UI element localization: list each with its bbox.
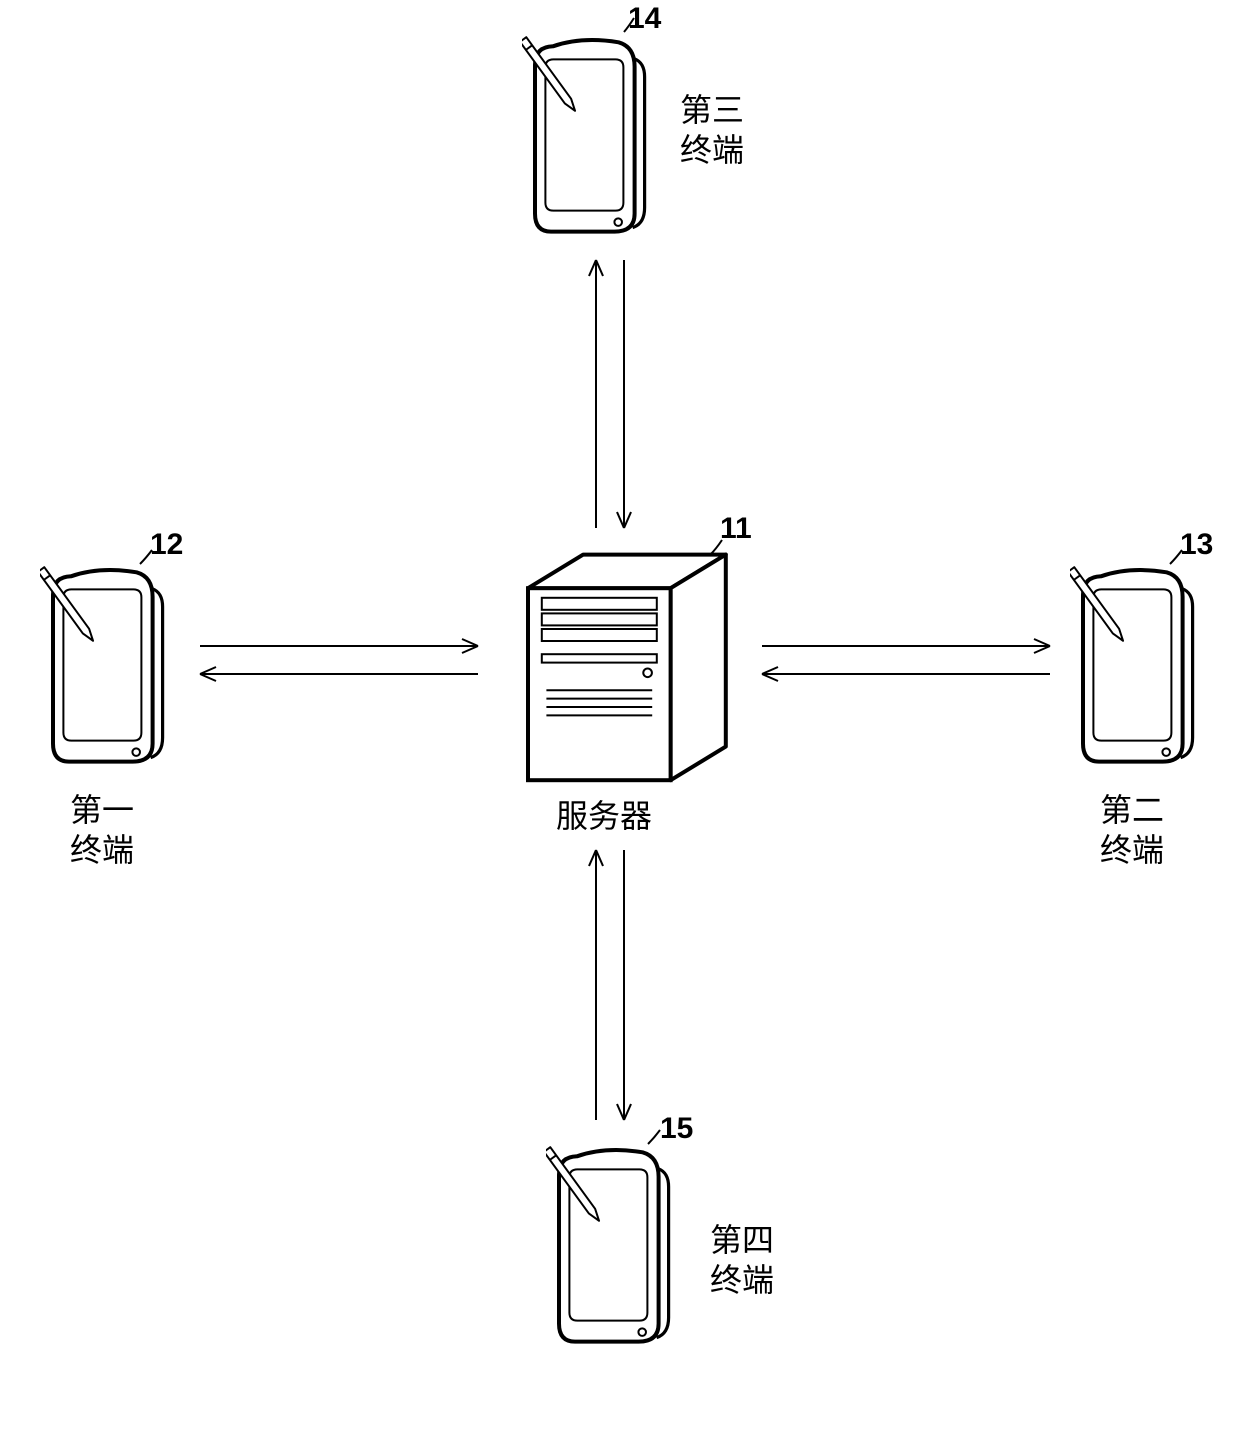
terminal-node-t4 xyxy=(546,1140,676,1350)
server-ref-number: 11 xyxy=(720,512,752,546)
server-label: 服务器 xyxy=(556,796,652,836)
terminal-label-t4: 第四终端 xyxy=(710,1220,774,1300)
server-node xyxy=(505,545,735,785)
terminal-node-t2 xyxy=(1070,560,1200,770)
terminal-ref-number-t4: 15 xyxy=(660,1112,693,1146)
terminal-ref-number-t1: 12 xyxy=(150,528,183,562)
terminal-ref-number-t3: 14 xyxy=(628,2,661,36)
terminal-label-t3: 第三终端 xyxy=(680,90,744,170)
terminal-label-t1: 第一终端 xyxy=(70,790,134,870)
terminal-label-t2: 第二终端 xyxy=(1100,790,1164,870)
terminal-ref-number-t2: 13 xyxy=(1180,528,1213,562)
terminal-node-t3 xyxy=(522,30,652,240)
diagram-stage: 服务器 11 第一终端 12 第二终端 13 第三终端 14 第四终端 15 xyxy=(0,0,1240,1430)
terminal-node-t1 xyxy=(40,560,170,770)
